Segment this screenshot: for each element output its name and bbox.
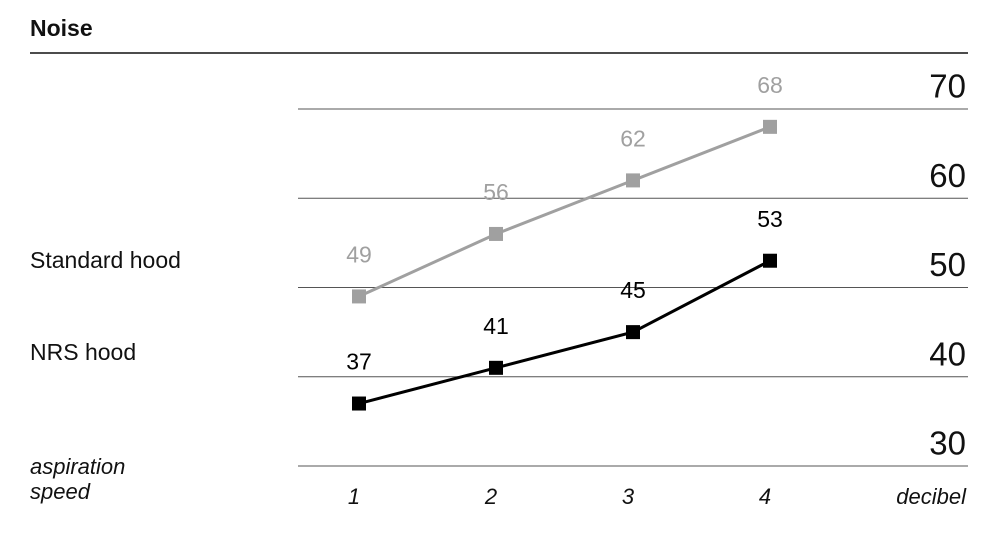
marker xyxy=(626,325,640,340)
y-axis-label: decibel xyxy=(896,484,967,509)
value-label: 49 xyxy=(346,242,372,268)
marker xyxy=(626,173,640,188)
y-tick-label: 50 xyxy=(929,246,966,283)
x-tick-label: 2 xyxy=(484,484,497,509)
legend-label: NRS hood xyxy=(30,339,136,365)
marker xyxy=(763,253,777,268)
marker xyxy=(489,226,503,241)
y-tick-label: 60 xyxy=(929,157,966,194)
x-tick-label: 3 xyxy=(622,484,635,509)
y-tick-label: 30 xyxy=(929,425,966,462)
x-tick-label: 1 xyxy=(348,484,360,509)
value-label: 68 xyxy=(757,72,783,98)
value-label: 41 xyxy=(483,313,509,339)
value-label: 56 xyxy=(483,179,509,205)
chart-title: Noise xyxy=(30,15,93,41)
marker xyxy=(352,396,366,411)
value-label: 45 xyxy=(620,277,646,303)
series-line xyxy=(358,259,771,405)
legend-label: Standard hood xyxy=(30,247,181,273)
marker xyxy=(352,289,366,304)
x-tick-label: 4 xyxy=(759,484,771,509)
value-label: 37 xyxy=(346,349,372,375)
series-line xyxy=(358,125,771,298)
marker xyxy=(489,360,503,375)
value-label: 62 xyxy=(620,125,646,151)
marker xyxy=(763,119,777,134)
y-tick-label: 40 xyxy=(929,335,966,372)
y-tick-label: 70 xyxy=(929,68,966,105)
x-axis-label: aspiration speed xyxy=(30,454,126,504)
value-label: 53 xyxy=(757,206,783,232)
